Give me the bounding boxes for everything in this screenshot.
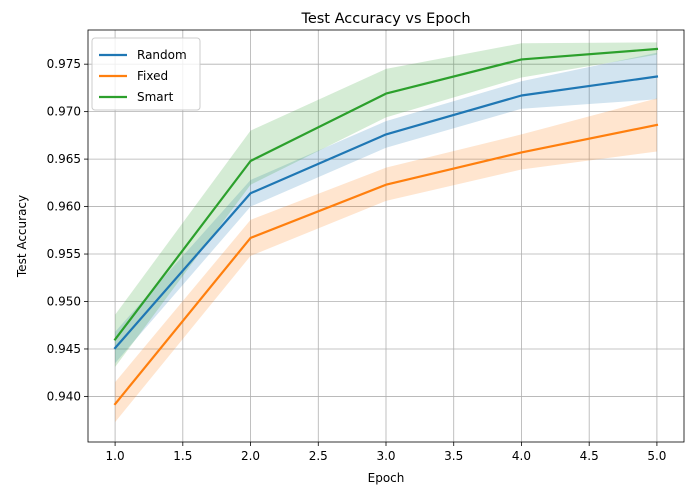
x-tick-label: 3.5 — [444, 449, 463, 463]
series-lines — [113, 47, 659, 406]
y-axis-ticks: 0.940 0.945 0.950 0.955 0.960 0.965 0.970 0.975 — [47, 57, 88, 403]
y-tick-label: 0.955 — [47, 247, 81, 261]
x-tick-label: 2.5 — [309, 449, 328, 463]
fixed-legend-label: Fixed — [137, 69, 168, 83]
x-axis-label: Epoch — [368, 471, 405, 485]
legend: Random Fixed Smart — [91, 37, 201, 111]
y-tick-label: 0.965 — [47, 152, 81, 166]
smart-confidence-band — [115, 42, 657, 368]
y-tick-label: 0.960 — [47, 200, 81, 214]
x-tick-label: 4.0 — [512, 449, 531, 463]
y-tick-label: 0.940 — [47, 389, 81, 403]
fixed-confidence-band — [115, 98, 657, 423]
x-axis-ticks: 1.0 1.5 2.0 2.5 3.0 3.5 4.0 4.5 5.0 — [106, 442, 666, 463]
y-axis-label: Test Accuracy — [15, 195, 29, 278]
smart-legend-label: Smart — [137, 90, 174, 104]
x-tick-label: 1.0 — [106, 449, 125, 463]
random-legend-label: Random — [137, 48, 187, 62]
x-tick-label: 3.0 — [376, 449, 395, 463]
x-tick-label: 5.0 — [647, 449, 666, 463]
x-tick-label: 1.5 — [173, 449, 192, 463]
x-tick-label: 4.5 — [580, 449, 599, 463]
y-tick-label: 0.945 — [47, 342, 81, 356]
y-tick-label: 0.970 — [47, 105, 81, 119]
grid — [88, 30, 684, 442]
y-tick-label: 0.975 — [47, 57, 81, 71]
y-tick-label: 0.950 — [47, 295, 81, 309]
x-tick-label: 2.0 — [241, 449, 260, 463]
chart-title: Test Accuracy vs Epoch — [300, 11, 470, 27]
